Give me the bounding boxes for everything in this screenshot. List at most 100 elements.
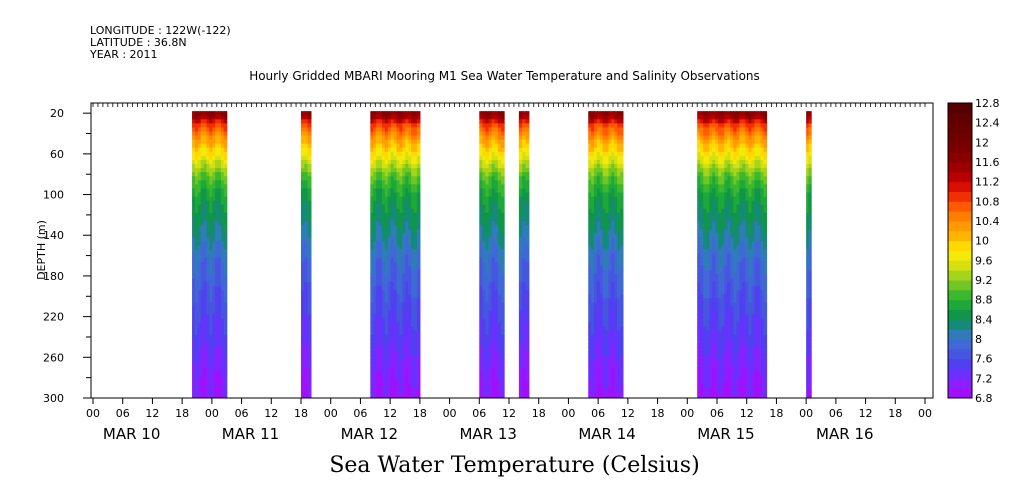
heatmap-cell — [192, 147, 196, 153]
heatmap-cell — [381, 192, 386, 198]
heatmap-cell — [304, 322, 309, 328]
heatmap-cell — [304, 306, 309, 312]
heatmap-cell — [206, 363, 210, 369]
heatmap-cell — [399, 208, 403, 214]
heatmap-cell — [402, 135, 406, 141]
heatmap-cell — [718, 151, 722, 157]
heatmap-cell — [212, 261, 216, 267]
heatmap-cell — [605, 147, 610, 153]
heatmap-cell — [387, 245, 392, 251]
heatmap-cell — [588, 257, 592, 263]
heatmap-cell — [518, 343, 523, 348]
heatmap-cell — [724, 135, 728, 141]
heatmap-cell — [387, 343, 392, 348]
heatmap-cell — [379, 379, 383, 385]
heatmap-cell — [223, 367, 228, 373]
heatmap-cell — [715, 294, 719, 299]
heatmap-cell — [304, 139, 309, 145]
heatmap-cell — [414, 355, 418, 360]
heatmap-cell — [620, 176, 624, 181]
heatmap-cell — [215, 127, 219, 133]
heatmap-cell — [525, 155, 530, 161]
heatmap-cell — [479, 221, 483, 226]
heatmap-cell — [192, 290, 196, 295]
heatmap-cell — [399, 155, 403, 161]
heatmap-cell — [197, 192, 202, 198]
heatmap-cell — [399, 131, 403, 137]
heatmap-cell — [602, 318, 607, 324]
heatmap-cell — [381, 269, 386, 275]
heatmap-cell — [594, 233, 598, 238]
heatmap-cell — [373, 326, 377, 332]
heatmap-cell — [301, 391, 305, 397]
heatmap-cell — [588, 294, 592, 299]
heatmap-cell — [703, 355, 707, 360]
heatmap-cell — [697, 155, 701, 161]
heatmap-cell — [718, 131, 722, 137]
heatmap-cell — [739, 111, 743, 116]
heatmap-cell — [491, 379, 496, 385]
heatmap-cell — [591, 363, 595, 369]
heatmap-cell — [594, 221, 598, 226]
heatmap-cell — [194, 159, 199, 165]
heatmap-cell — [594, 371, 598, 377]
heatmap-cell — [599, 233, 604, 238]
heatmap-cell — [715, 241, 719, 247]
heatmap-cell — [715, 143, 719, 149]
heatmap-cell — [485, 188, 490, 194]
heatmap-cell — [596, 143, 601, 149]
heatmap-cell — [494, 339, 499, 344]
heatmap-cell — [724, 221, 728, 226]
heatmap-cell — [215, 290, 219, 295]
heatmap-cell — [617, 208, 621, 214]
heatmap-cell — [203, 269, 208, 275]
heatmap-cell — [594, 147, 598, 153]
heatmap-cell — [307, 343, 312, 348]
heatmap-cell — [605, 143, 610, 149]
heatmap-cell — [301, 334, 305, 340]
heatmap-cell — [518, 302, 523, 308]
heatmap-cell — [605, 127, 610, 133]
heatmap-cell — [408, 249, 412, 255]
heatmap-cell — [724, 184, 728, 190]
heatmap-cell — [192, 310, 196, 316]
heatmap-cell — [525, 367, 530, 373]
heatmap-cell — [301, 119, 305, 124]
heatmap-cell — [724, 131, 728, 137]
heatmap-cell — [390, 257, 395, 263]
heatmap-cell — [220, 188, 225, 194]
heatmap-cell — [500, 127, 505, 133]
heatmap-cell — [611, 188, 615, 194]
heatmap-cell — [379, 188, 383, 194]
heatmap-cell — [703, 330, 707, 336]
heatmap-cell — [416, 208, 421, 214]
heatmap-cell — [479, 253, 483, 259]
heatmap-cell — [730, 277, 734, 283]
heatmap-cell — [390, 273, 395, 279]
heatmap-cell — [599, 330, 604, 336]
heatmap-cell — [596, 339, 601, 344]
heatmap-cell — [384, 294, 389, 299]
heatmap-cell — [479, 204, 483, 210]
heatmap-cell — [370, 115, 374, 120]
heatmap-cell — [497, 139, 502, 145]
heatmap-cell — [479, 225, 483, 230]
heatmap-cell — [599, 326, 604, 332]
heatmap-cell — [373, 395, 377, 398]
heatmap-cell — [399, 286, 403, 291]
heatmap-cell — [712, 334, 716, 340]
heatmap-cell — [703, 326, 707, 332]
heatmap-cell — [376, 343, 380, 348]
heatmap-cell — [518, 127, 523, 133]
heatmap-cell — [408, 172, 412, 177]
heatmap-cell — [218, 147, 222, 153]
heatmap-cell — [379, 151, 383, 157]
heatmap-cell — [697, 277, 701, 283]
heatmap-cell — [700, 180, 704, 185]
heatmap-cell — [405, 391, 409, 397]
heatmap-cell — [220, 371, 225, 377]
heatmap-cell — [384, 237, 389, 242]
heatmap-cell — [594, 151, 598, 157]
heatmap-cell — [599, 371, 604, 377]
heatmap-cell — [730, 204, 734, 210]
